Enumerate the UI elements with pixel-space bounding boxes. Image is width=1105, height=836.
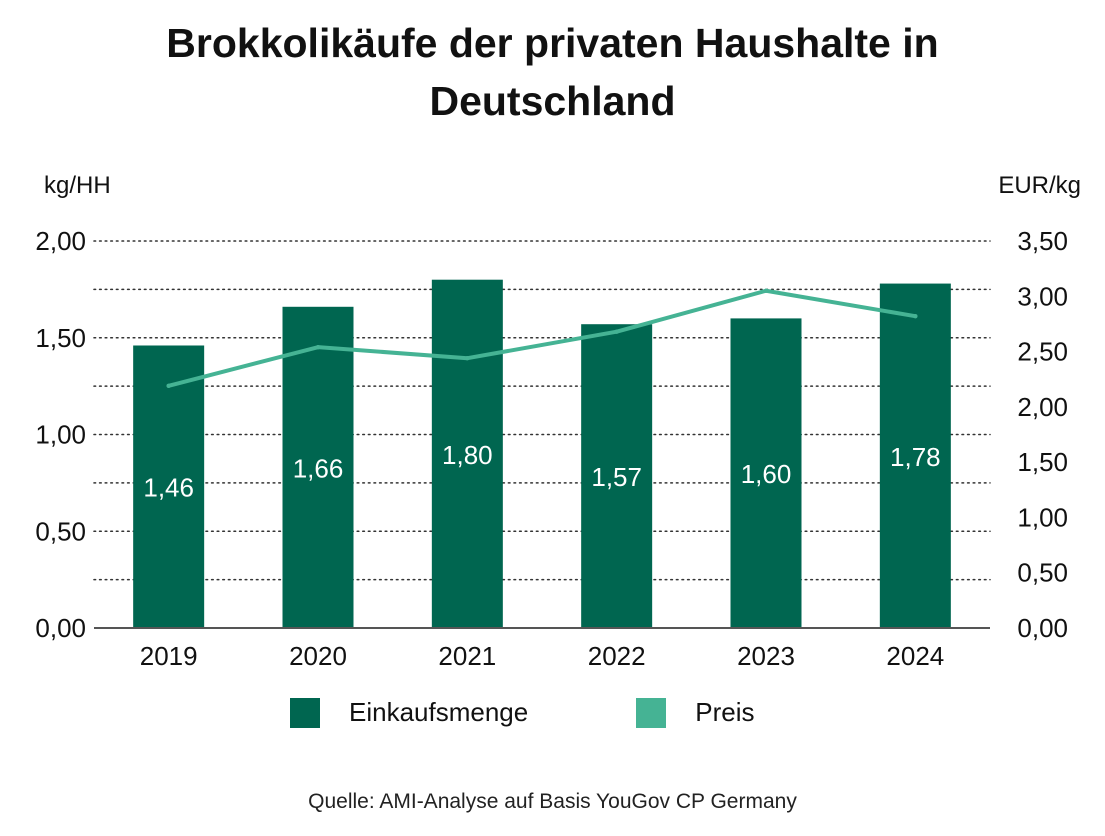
y-tick-label-right: 1,00 (1017, 502, 1068, 532)
bar-einkaufsmenge (581, 324, 653, 628)
point-preis (166, 383, 171, 389)
legend-swatch-preis (636, 697, 667, 728)
bar-einkaufsmenge (282, 306, 354, 628)
legend-item-preis: Preis (636, 697, 754, 728)
point-preis (763, 288, 769, 293)
point-preis (465, 356, 470, 361)
y-tick-label-left: 1,00 (35, 420, 86, 450)
chart-title-line-1: Brokkolikäufe der privaten Haushalte in (166, 20, 939, 66)
legend-label-preis: Preis (695, 697, 755, 727)
y-tick-label-left: 0,00 (35, 613, 86, 643)
point-preis (614, 329, 619, 334)
x-tick-label: 2022 (588, 641, 646, 671)
source-note: Quelle: AMI-Analyse auf Basis YouGov CP … (308, 790, 797, 813)
bar-value-label: 1,57 (591, 462, 642, 492)
legend-swatch-einkaufsmenge (290, 697, 320, 728)
y-tick-label-right: 0,00 (1017, 613, 1068, 643)
x-tick-label: 2019 (140, 641, 198, 671)
y-tick-label-right: 0,50 (1017, 558, 1068, 588)
y-tick-label-left: 2,00 (35, 226, 86, 256)
y-tick-label-right: 1,50 (1017, 447, 1068, 477)
x-tick-label: 2020 (289, 641, 347, 671)
y-tick-label-right: 3,00 (1017, 281, 1068, 311)
point-preis (913, 313, 918, 319)
y-tick-label-right: 2,50 (1017, 337, 1068, 367)
bar-value-label: 1,80 (442, 440, 493, 470)
bar-einkaufsmenge (431, 279, 503, 628)
bar-einkaufsmenge (133, 345, 205, 628)
chart-title-line-2: Deutschland (429, 78, 676, 124)
x-tick-label: 2021 (438, 641, 496, 671)
bar-einkaufsmenge (879, 283, 951, 628)
bar-value-label: 1,66 (293, 453, 344, 483)
y-axis-left-label: kg/HH (44, 172, 111, 199)
line-preis (166, 288, 918, 388)
bar-value-label: 1,46 (143, 473, 194, 503)
y-tick-label-left: 0,50 (35, 516, 86, 546)
legend-item-einkaufsmenge: Einkaufsmenge (290, 697, 528, 728)
chart-title: Brokkolikäufe der privaten Haushalte in … (0, 14, 1105, 130)
x-tick-label: 2024 (886, 641, 944, 671)
legend-label-einkaufsmenge: Einkaufsmenge (349, 697, 529, 727)
y-tick-label-left: 1,50 (35, 323, 86, 353)
bar-einkaufsmenge (730, 318, 802, 628)
legend: Einkaufsmenge Preis (290, 697, 754, 728)
bar-value-label: 1,78 (890, 442, 941, 472)
point-preis (315, 344, 321, 350)
x-tick-label: 2023 (737, 641, 795, 671)
y-axis-right-label: EUR/kg (998, 172, 1081, 199)
bar-value-label: 1,60 (741, 459, 792, 489)
y-tick-label-right: 3,50 (1017, 226, 1068, 256)
y-tick-label-right: 2,00 (1017, 392, 1068, 422)
